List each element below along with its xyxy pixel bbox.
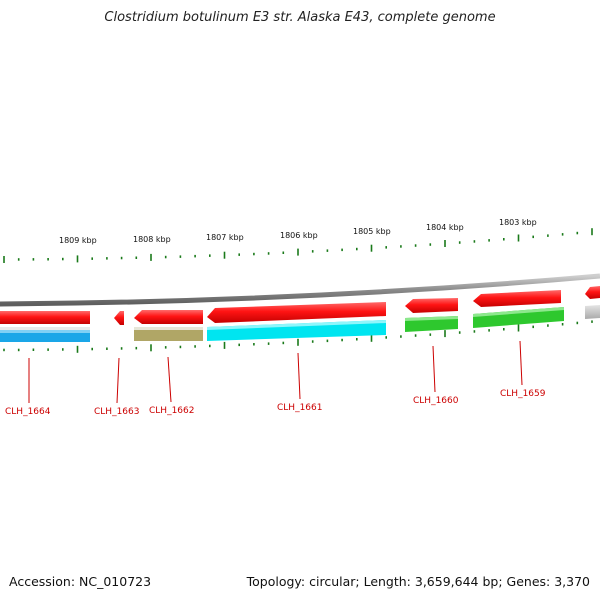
leader-clh-1660 — [432, 345, 436, 393]
leader-clh-1663 — [116, 357, 120, 404]
gene-arrow — [473, 290, 561, 307]
gene-label-clh-1659[interactable]: CLH_1659 — [500, 389, 546, 399]
gene-arrow — [207, 302, 386, 323]
gene-clh-1662[interactable] — [134, 310, 203, 341]
gene-arrow — [405, 298, 458, 313]
ruler-label-1803: 1803 kbp — [499, 218, 537, 227]
ruler-label-1808: 1808 kbp — [133, 235, 171, 244]
gene-clh-1659[interactable] — [473, 290, 564, 328]
leader-clh-1662 — [167, 356, 172, 403]
cog-bar — [585, 305, 600, 319]
gene-label-clh-1661[interactable]: CLH_1661 — [277, 403, 322, 413]
ruler-label-1809: 1809 kbp — [59, 236, 97, 245]
genome-backbone — [0, 273, 600, 307]
gene-label-clh-1664[interactable]: CLH_1664 — [5, 407, 51, 417]
gene-shadow — [0, 327, 90, 330]
gene-arrow — [585, 286, 600, 299]
ruler-ticks-outer — [3, 228, 593, 263]
label-leaders — [28, 340, 523, 404]
gene-arrow — [0, 311, 90, 324]
gene-arrow — [134, 310, 203, 324]
ruler-label-1805: 1805 kbp — [353, 227, 391, 236]
gene-label-clh-1662[interactable]: CLH_1662 — [149, 406, 194, 416]
cog-bar — [134, 330, 203, 341]
gene-clh-1660[interactable] — [405, 298, 458, 332]
topology-text: Topology: circular; Length: 3,659,644 bp… — [246, 574, 590, 589]
accession-text: Accession: NC_010723 — [9, 574, 152, 589]
cog-bar-highlight — [473, 307, 564, 317]
leader-clh-1661 — [297, 352, 301, 400]
cog-bar-highlight — [207, 320, 386, 330]
cog-bar-highlight — [405, 316, 458, 321]
gene-arrow — [114, 311, 124, 325]
gene-label-clh-1663[interactable]: CLH_1663 — [94, 407, 139, 417]
ruler-labels: 1809 kbp 1808 kbp 1807 kbp 1806 kbp 1805… — [59, 218, 537, 245]
gene-shadow — [134, 327, 203, 330]
leader-clh-1659 — [519, 340, 523, 386]
gene-clh-1664[interactable] — [0, 311, 90, 342]
gene-label-clh-1660[interactable]: CLH_1660 — [413, 396, 459, 406]
map-title: Clostridium botulinum E3 str. Alaska E43… — [104, 10, 496, 25]
ruler-label-1806: 1806 kbp — [280, 231, 318, 240]
cog-bar-highlight — [0, 330, 90, 333]
ruler-ticks-inner — [3, 320, 593, 353]
gene-labels: CLH_1664 CLH_1663 CLH_1662 CLH_1661 CLH_… — [5, 389, 546, 417]
gene-clh-1663[interactable] — [114, 311, 124, 325]
gene-clh-1661[interactable] — [207, 302, 386, 341]
ruler-label-1807: 1807 kbp — [206, 233, 244, 242]
ruler-label-1804: 1804 kbp — [426, 223, 464, 232]
gene-partial-right[interactable] — [585, 286, 600, 319]
